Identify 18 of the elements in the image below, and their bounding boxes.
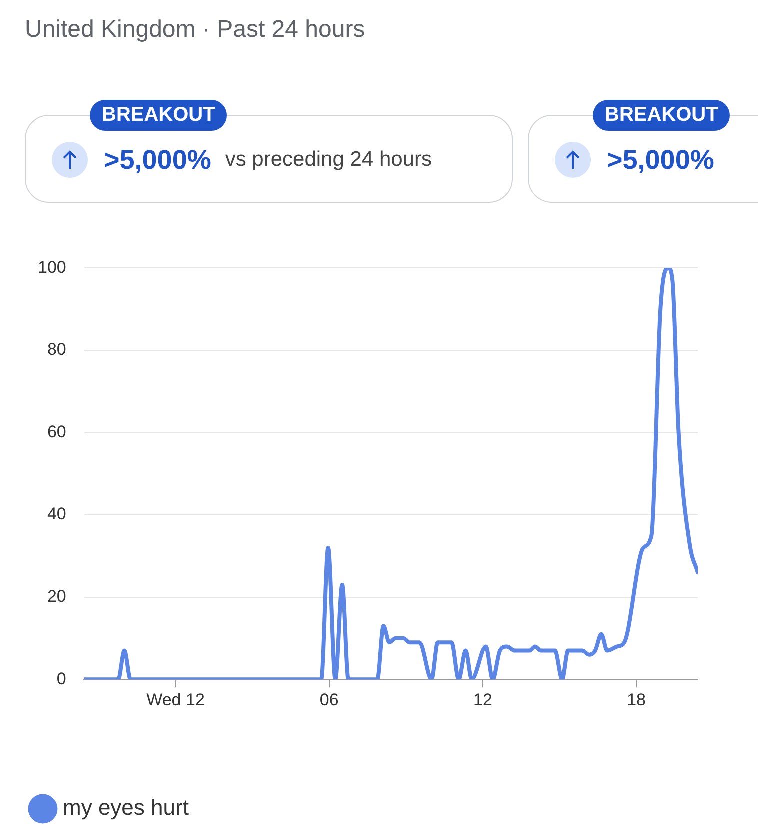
y-tick-label: 40 — [47, 504, 66, 524]
y-tick-label: 20 — [47, 587, 66, 606]
chart-title: United Kingdom · Past 24 hours — [25, 16, 366, 44]
text: BREAKOUT — [593, 100, 730, 131]
y-tick-label: 60 — [47, 422, 66, 442]
text: BREAKOUT — [90, 100, 228, 131]
x-tick-label: Wed 12 — [146, 690, 205, 710]
x-tick-label: 18 — [627, 690, 646, 710]
x-tick-label: 06 — [320, 690, 339, 710]
text: >5,000% — [607, 144, 714, 176]
y-tick-label: 80 — [47, 340, 66, 360]
y-tick-label: 0 — [56, 669, 66, 688]
legend-label: my eyes hurt — [63, 795, 189, 820]
line-series — [84, 268, 698, 680]
text: >5,000% — [104, 144, 212, 176]
text: vs preceding 24 hours — [225, 148, 432, 172]
x-tick-label: 12 — [474, 690, 492, 710]
y-tick-label: 100 — [38, 258, 66, 277]
